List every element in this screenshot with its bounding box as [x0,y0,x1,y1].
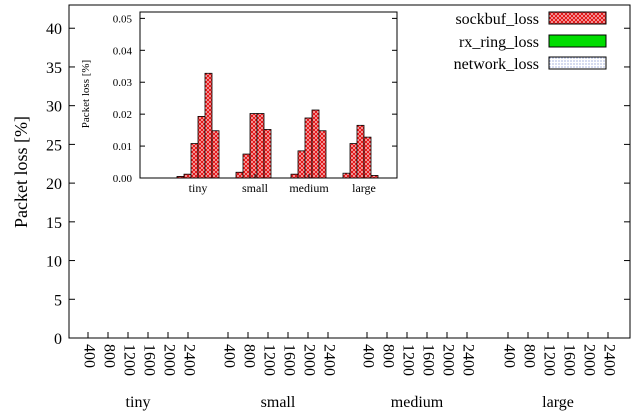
main-x-tick-label: 2000 [160,344,177,376]
inset-bar-sockbuf_loss [356,124,365,179]
main-x-tick-label: 1600 [280,344,297,376]
inset-bar-sockbuf_loss [256,113,265,179]
main-x-tick-label: 2000 [300,344,317,376]
main-x-tick-label: 800 [240,344,257,368]
inset-bar-sockbuf_loss [197,115,206,179]
main-x-tick-label: 400 [220,344,237,368]
main-group-label: large [542,394,574,411]
main-plot-frame [68,4,631,339]
main-x-tick-label: 1600 [419,344,436,376]
main-y-tick-label: 0 [54,331,62,348]
main-y-tick-label: 5 [54,292,62,309]
inset-y-tick-label: 0.04 [113,45,133,57]
inset-bar-sockbuf_loss [297,150,306,179]
main-y-tick-label: 15 [46,215,62,232]
main-x-tick-label: 800 [520,344,537,368]
inset-bar-sockbuf_loss [235,171,244,179]
main-x-tick-label: 2400 [180,344,197,376]
inset-group-label: small [242,181,269,195]
inset-y-tick-label: 0.03 [113,77,133,89]
main-x-tick-label: 1200 [260,344,277,376]
inset-bar-sockbuf_loss [263,129,272,179]
inset-bar-sockbuf_loss [242,153,251,179]
inset-y-tick-label: 0.02 [113,109,132,121]
main-x-tick-label: 2400 [600,344,617,376]
inset-group-label: large [352,181,376,195]
inset-bar-sockbuf_loss [363,136,372,179]
inset-bar-sockbuf_loss [249,113,258,179]
inset-group-label: tiny [189,181,208,195]
main-x-tick-label: 800 [100,344,117,368]
main-group-label: medium [391,394,444,411]
main-x-tick-label: 2000 [580,344,597,376]
inset-bar-sockbuf_loss [349,143,358,179]
main-x-tick-label: 2000 [439,344,456,376]
inset-bar-sockbuf_loss [204,72,213,179]
main-y-tick-label: 30 [46,99,62,116]
main-x-tick-label: 1600 [140,344,157,376]
main-y-tick-label: 25 [46,137,62,154]
inset-bar-sockbuf_loss [318,130,327,179]
inset-group-labels: tiny small medium large [189,174,376,195]
main-y-tick-label: 10 [46,254,62,271]
inset-bar-sockbuf_loss [370,175,379,179]
main-x-tick-label: 400 [80,344,97,368]
main-x-tick-label: 2400 [320,344,337,376]
main-x-tick-label: 1200 [540,344,557,376]
main-x-tick-label: 1600 [560,344,577,376]
inset-y-tick-label: 0.01 [113,141,132,153]
main-x-tick-label: 2400 [459,344,476,376]
inset-group-label: medium [289,181,329,195]
main-x-tick-label: 400 [500,344,517,368]
main-x-tick-label: 800 [379,344,396,368]
main-x-axis: 400 800 1200 1600 2000 2400 400 800 1200 1600 2000… [80,332,617,376]
inset-bar-sockbuf_loss [342,172,351,179]
inset-y-axis: 0.00 0.01 0.02 0.03 0.04 0.05 [113,13,397,185]
inset-bar-sockbuf_loss [290,173,299,179]
legend-label: network_loss [454,56,539,73]
main-x-tick-label: 400 [359,344,376,368]
inset-bar-sockbuf_loss [211,130,220,179]
inset-bar-sockbuf_loss [183,173,192,179]
main-y-axis: 0 5 10 15 20 25 30 35 40 [46,21,630,348]
main-y-tick-label: 35 [46,60,62,77]
inset-bars [176,72,379,179]
legend-label: sockbuf_loss [455,11,539,28]
legend: sockbuf_loss rx_ring_loss network_loss [454,11,607,73]
legend-swatch-rx_ring_loss [548,34,607,48]
inset-bar-sockbuf_loss [176,176,185,179]
main-y-axis-title: Packet loss [%] [11,116,31,228]
main-y-tick-label: 20 [46,176,62,193]
main-group-labels: tiny small medium large [126,394,574,411]
legend-swatch-network_loss [548,56,607,70]
main-group-label: small [261,394,296,411]
inset-y-tick-label: 0.00 [113,173,133,185]
legend-label: rx_ring_loss [459,34,539,51]
inset-y-tick-label: 0.05 [113,13,133,25]
inset-y-axis-title: Packet loss [%] [80,60,92,128]
main-x-tick-label: 1200 [399,344,416,376]
legend-swatch-sockbuf_loss [548,11,607,25]
inset-bar-sockbuf_loss [311,109,320,179]
main-x-tick-label: 1200 [120,344,137,376]
inset-bar-sockbuf_loss [304,117,313,179]
inset-bar-sockbuf_loss [190,143,199,179]
main-group-label: tiny [126,394,151,411]
main-y-tick-label: 40 [46,21,62,38]
